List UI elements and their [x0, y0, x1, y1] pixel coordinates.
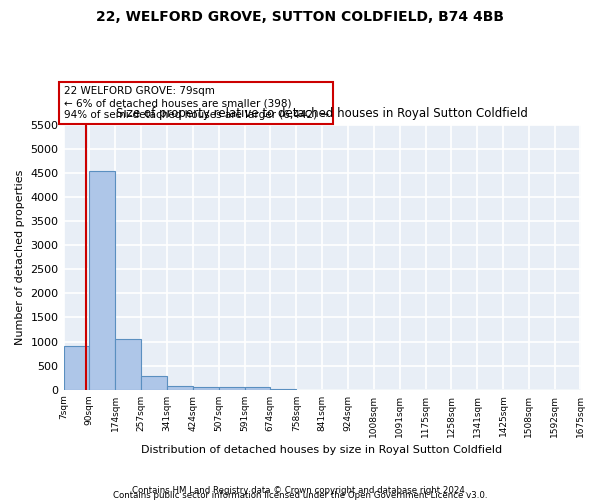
- Bar: [89, 170, 115, 390]
- Bar: [167, 386, 193, 390]
- Bar: [115, 339, 141, 390]
- Bar: [245, 388, 270, 390]
- Text: Contains public sector information licensed under the Open Government Licence v3: Contains public sector information licen…: [113, 490, 487, 500]
- Title: Size of property relative to detached houses in Royal Sutton Coldfield: Size of property relative to detached ho…: [116, 106, 528, 120]
- Bar: [193, 387, 218, 390]
- Text: 22, WELFORD GROVE, SUTTON COLDFIELD, B74 4BB: 22, WELFORD GROVE, SUTTON COLDFIELD, B74…: [96, 10, 504, 24]
- Bar: [141, 376, 167, 390]
- Text: Contains HM Land Registry data © Crown copyright and database right 2024.: Contains HM Land Registry data © Crown c…: [132, 486, 468, 495]
- Text: 22 WELFORD GROVE: 79sqm
← 6% of detached houses are smaller (398)
94% of semi-de: 22 WELFORD GROVE: 79sqm ← 6% of detached…: [64, 86, 329, 120]
- Y-axis label: Number of detached properties: Number of detached properties: [15, 170, 25, 345]
- X-axis label: Distribution of detached houses by size in Royal Sutton Coldfield: Distribution of detached houses by size …: [142, 445, 503, 455]
- Bar: [64, 346, 89, 390]
- Bar: [218, 388, 245, 390]
